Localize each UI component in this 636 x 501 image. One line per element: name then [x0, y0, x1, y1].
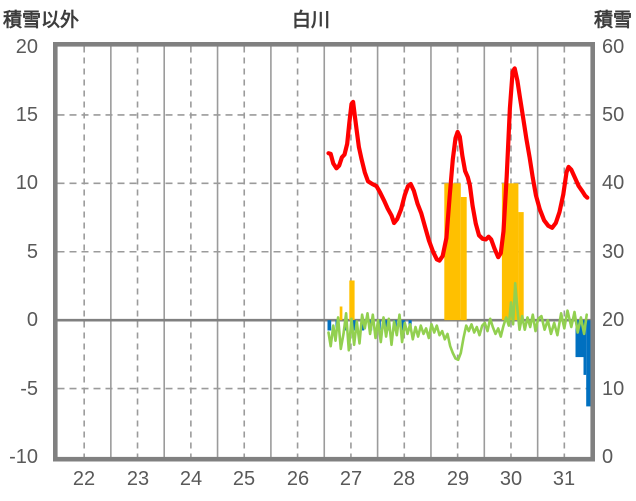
precip-blue-bar [586, 320, 591, 407]
left-axis-tick-label: -10 [9, 446, 38, 468]
precip-amber-bar [339, 306, 343, 321]
right-axis-tick-label: 50 [602, 104, 625, 126]
right-axis-tick-label: 60 [602, 36, 625, 58]
left-axis-tick-label: 10 [15, 172, 38, 194]
x-axis-tick-label: 26 [286, 468, 310, 490]
right-axis-tick-label: 30 [602, 241, 625, 263]
left-axis-tick-label: -5 [20, 378, 38, 400]
x-axis-tick-label: 31 [552, 468, 576, 490]
plot-border [52, 41, 596, 462]
x-axis-tick-label: 29 [446, 468, 470, 490]
precip-amber-bar [349, 280, 355, 321]
x-axis-tick-label: 23 [126, 468, 150, 490]
right-axis-tick-label: 40 [602, 172, 625, 194]
precip-blue-bar [575, 320, 584, 358]
right-axis-title: 積雪 [593, 10, 632, 31]
precip-blue-bar [327, 320, 332, 331]
left-axis-tick-label: 15 [15, 104, 38, 126]
left-axis-tick-label: 20 [15, 36, 38, 58]
left-axis-title: 積雪以外 [3, 10, 80, 31]
left-axis-tick-label: 0 [26, 309, 38, 331]
snow-depth-line [326, 66, 590, 263]
right-axis-tick-label: 10 [602, 378, 625, 400]
precip-blue-bar [352, 320, 356, 331]
x-axis-tick-label: 24 [179, 468, 203, 490]
right-axis-tick-label: 20 [602, 309, 625, 331]
precip-blue-bar [583, 320, 587, 375]
x-axis-tick-label: 25 [232, 468, 256, 490]
precip-amber-bar [518, 212, 524, 321]
chart-title: 白川 [291, 10, 330, 31]
left-axis-tick-label: 5 [26, 241, 38, 263]
precip-amber-bar [444, 183, 461, 321]
x-axis-tick-label: 27 [339, 468, 363, 490]
precip-amber-bar [460, 197, 467, 321]
temperature-line [327, 281, 589, 362]
x-axis-tick-label: 28 [392, 468, 416, 490]
right-axis-tick-label: 0 [602, 446, 614, 468]
x-axis-tick-label: 22 [72, 468, 96, 490]
x-axis-tick-label: 30 [499, 468, 523, 490]
